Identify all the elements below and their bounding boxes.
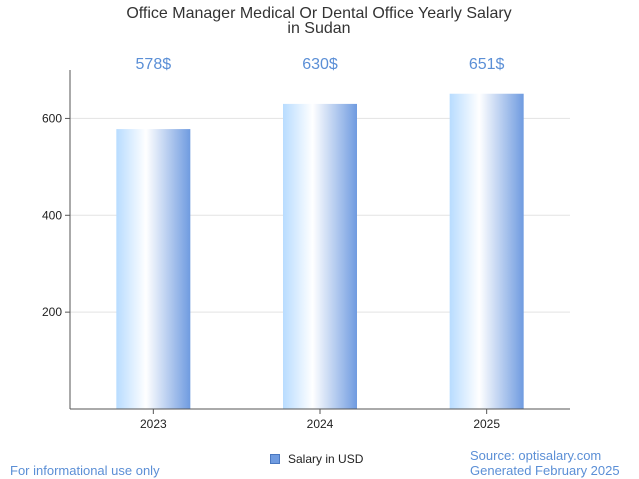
generated-date: Generated February 2025 <box>470 463 620 478</box>
source-block: Source: optisalary.com Generated Februar… <box>470 448 620 478</box>
y-tick-label: 600 <box>42 111 62 125</box>
bar-2023[interactable] <box>116 129 191 409</box>
chart-title-line-1: Office Manager Medical Or Dental Office … <box>126 5 511 22</box>
x-tick-label-2025: 2025 <box>473 417 500 431</box>
x-tick-label-2024: 2024 <box>307 417 334 431</box>
legend-swatch <box>270 454 280 464</box>
y-tick-label: 200 <box>42 305 62 319</box>
data-label-2023: 578$ <box>136 56 172 73</box>
disclaimer-text: For informational use only <box>10 463 160 478</box>
y-tick-label: 400 <box>42 208 62 222</box>
data-label-2025: 651$ <box>469 56 505 73</box>
legend: Salary in USD <box>270 452 363 466</box>
x-tick-label-2023: 2023 <box>140 417 167 431</box>
data-label-2024: 630$ <box>302 56 338 73</box>
source-link[interactable]: Source: optisalary.com <box>470 448 602 463</box>
bar-2024[interactable] <box>283 103 357 410</box>
bar-2025[interactable] <box>449 93 524 409</box>
legend-label: Salary in USD <box>288 452 364 466</box>
chart-title-line-2: in Sudan <box>287 20 350 37</box>
